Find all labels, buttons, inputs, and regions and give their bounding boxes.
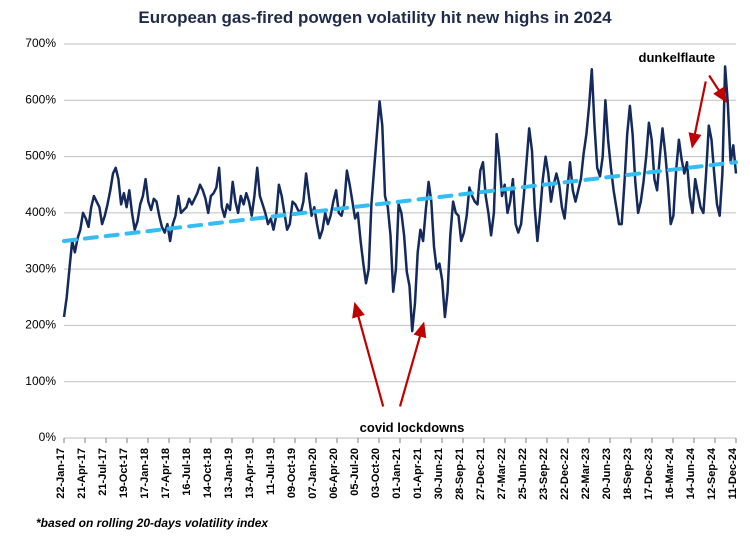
y-tick-label: 500%: [25, 149, 56, 163]
x-tick-label: 18-Sep-23: [622, 448, 634, 500]
x-tick-label: 17-Dec-23: [643, 448, 655, 500]
x-tick-label: 14-Oct-18: [202, 448, 214, 498]
chart-svg: 0% 100% 200% 300% 400% 500% 600% 700% 22-Jan-17 2…: [0, 0, 750, 536]
x-tick-label: 16-Mar-24: [664, 447, 676, 499]
chart-container: European gas-fired powgen volatility hit…: [0, 0, 750, 536]
x-tick-label: 11-Jul-19: [265, 448, 277, 495]
x-tick-label: 25-Jun-22: [517, 448, 529, 499]
x-tick-label: 09-Oct-19: [286, 448, 298, 498]
annotation-arrow: [355, 304, 383, 406]
x-tick-label: 22-Dec-22: [559, 448, 571, 500]
x-tick-label: 13-Apr-19: [244, 448, 256, 499]
y-tick-label: 600%: [25, 92, 56, 106]
x-tick-label: 07-Jan-20: [307, 448, 319, 499]
x-tick-label: 12-Sep-24: [706, 447, 718, 500]
annotation-label: dunkelflaute: [639, 50, 716, 65]
annotation-label: covid lockdowns: [360, 420, 465, 435]
y-tick-label: 0%: [39, 430, 57, 444]
x-tick-label: 14-Jun-24: [685, 447, 697, 499]
x-tick-label: 21-Jul-17: [97, 448, 109, 496]
x-tick-label: 20-Jun-23: [601, 448, 613, 499]
x-tick-label: 22-Mar-23: [580, 448, 592, 499]
x-tick-label: 01-Apr-21: [412, 448, 424, 499]
x-tick-label: 17-Apr-18: [160, 448, 172, 499]
x-tick-label: 22-Jan-17: [55, 448, 67, 499]
y-tick-label: 200%: [25, 318, 56, 332]
x-tick-label: 13-Jan-19: [223, 448, 235, 499]
x-tick-label: 28-Sep-21: [454, 448, 466, 500]
x-tick-label: 23-Sep-22: [538, 448, 550, 500]
x-tick-label: 01-Jan-21: [391, 448, 403, 499]
x-tick-label: 17-Jan-18: [139, 448, 151, 499]
x-tick-label: 27-Mar-22: [496, 448, 508, 499]
x-tick-label: 27-Dec-21: [475, 448, 487, 500]
x-tick-label: 03-Oct-20: [370, 448, 382, 498]
x-tick-label: 11-Dec-24: [727, 447, 739, 499]
y-tick-label: 100%: [25, 374, 56, 388]
y-tick-label: 700%: [25, 36, 56, 50]
annotation-arrow: [692, 81, 705, 146]
x-tick-label: 06-Apr-20: [328, 448, 340, 499]
volatility-series: [64, 67, 736, 332]
y-tick-label: 400%: [25, 205, 56, 219]
x-tick-label: 21-Apr-17: [76, 448, 88, 499]
x-tick-label: 19-Oct-17: [118, 448, 130, 498]
x-tick-label: 05-Jul-20: [349, 448, 361, 496]
x-tick-label: 16-Jul-18: [181, 448, 193, 496]
annotation-arrow: [400, 324, 424, 407]
y-tick-label: 300%: [25, 261, 56, 275]
x-tick-label: 30-Jun-21: [433, 448, 445, 499]
chart-footnote: *based on rolling 20-days volatility ind…: [36, 516, 268, 530]
